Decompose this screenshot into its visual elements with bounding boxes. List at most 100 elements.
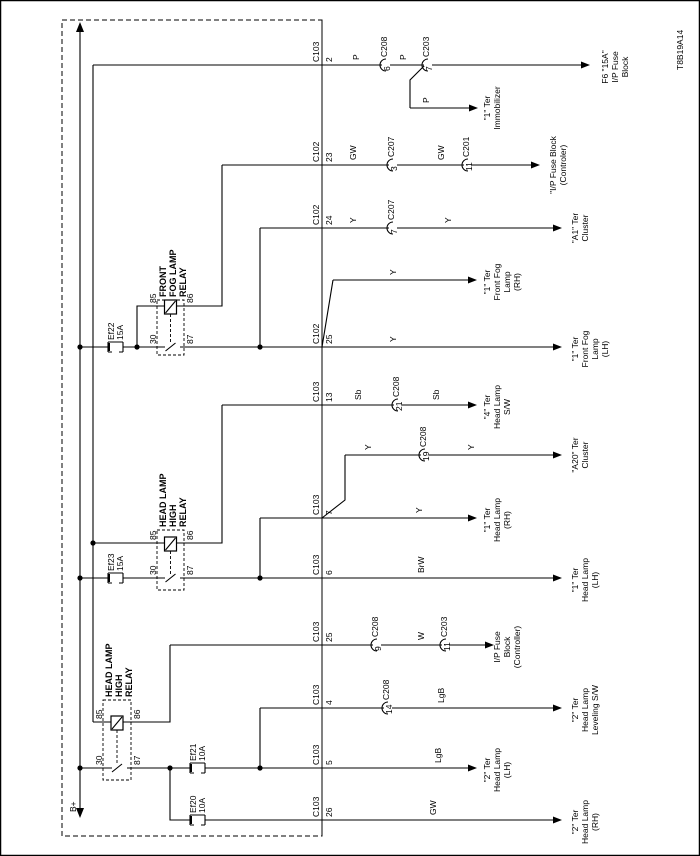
wire-color-label: Sb: [431, 389, 441, 400]
wire: [123, 645, 171, 723]
destination-label: Lamp: [502, 271, 512, 293]
splice-pin-label: 11: [464, 162, 474, 171]
arrow-icon: [553, 574, 562, 582]
wire-color-label: P: [398, 54, 408, 60]
fuse-icon: [108, 574, 110, 582]
wire-color-label: Sb: [353, 389, 363, 400]
splice-connector-icon: [418, 448, 426, 462]
destination-label: Block: [502, 636, 512, 658]
wire-color-label: P: [351, 54, 361, 60]
destination-label: "A1" Ter: [570, 213, 580, 244]
connector-label: C103: [311, 41, 321, 62]
destination-label: "1" Ter: [570, 567, 580, 592]
destination-label: Head Lamp: [492, 748, 502, 792]
relay-pin-87: 87: [185, 334, 195, 344]
connector-label: C103: [311, 381, 321, 402]
relay-switch-icon: [111, 763, 123, 773]
arrow-down-icon: [76, 808, 84, 818]
splice-gap: [389, 227, 397, 229]
destination-label: Head Lamp: [580, 558, 590, 602]
splice-gap: [424, 64, 432, 66]
destination-label: Cluster: [580, 441, 590, 468]
destination-label: "2" Ter: [482, 757, 492, 782]
wire-color-label: Y: [443, 217, 453, 223]
relay-switch-icon: [165, 342, 176, 352]
connector-label: C103: [311, 554, 321, 575]
wire-color-label: GW: [428, 800, 438, 815]
splice-pin-label: 19: [421, 451, 431, 461]
destination-label: Head Lamp: [492, 385, 502, 429]
relay-pin-30: 30: [94, 755, 104, 765]
relay-name: HEAD LAMP: [104, 644, 114, 698]
relay-name: FRONT: [158, 266, 168, 297]
splice-connector-icon: [461, 158, 469, 172]
splice-pin-label: 7: [424, 66, 434, 71]
wire: [169, 768, 190, 821]
relay-housing: [156, 529, 185, 591]
wire-color-label: LgB: [436, 688, 446, 703]
arrow-icon: [468, 764, 477, 772]
wire: [176, 165, 223, 307]
splice-connector-icon: [386, 158, 394, 172]
splice-connector-icon: [391, 398, 399, 412]
wire-color-label: P: [421, 97, 431, 103]
destination-label: Head Lamp: [580, 688, 590, 732]
destination-label: "2" Ter: [570, 697, 580, 722]
splice-connector-icon: [370, 638, 378, 652]
destination-label: "1" Ter: [570, 336, 580, 361]
arrow-icon: [531, 161, 540, 169]
relay-pin-85: 85: [148, 530, 158, 540]
destination-label: "1" Ter: [482, 269, 492, 294]
splice-pin-label: 21: [394, 401, 404, 411]
connector-pin: 6: [324, 570, 334, 575]
fuse-icon: [190, 764, 192, 772]
destination-label: "1" Ter: [482, 507, 492, 532]
destination-label: (LH): [600, 341, 610, 358]
splice-pin-label: 9: [373, 646, 383, 651]
destination-label: S/W: [502, 399, 512, 415]
connector-label: C102: [311, 141, 321, 162]
splice-gap: [382, 64, 390, 66]
arrow-icon: [553, 224, 562, 232]
splice-connector-label: C203: [439, 616, 449, 637]
wire-color-label: Y: [388, 269, 398, 275]
destination-label: (RH): [502, 511, 512, 529]
arrow-icon: [485, 641, 494, 649]
destination-label: Leveling S/W: [590, 685, 600, 735]
connector-pin: 4: [324, 700, 334, 705]
wire: [176, 405, 223, 544]
relay-housing: [156, 299, 185, 356]
relay-pin-30: 30: [148, 565, 158, 575]
junction-dot: [77, 344, 83, 350]
relay-pin-85: 85: [94, 709, 104, 719]
connector-label: C102: [311, 323, 321, 344]
connector-pin: 2: [324, 57, 334, 62]
relay-pin-87: 87: [185, 565, 195, 575]
splice-connector-icon: [381, 701, 389, 715]
relay-pin-30: 30: [148, 334, 158, 344]
splice-pin-label: 6: [382, 66, 392, 71]
destination-label: (RH): [590, 813, 600, 831]
fuse-rating: 10A: [197, 798, 207, 813]
splice-pin-label: 11: [442, 642, 452, 651]
relay-coil-icon: [165, 300, 176, 314]
fuse-icon: [107, 572, 124, 584]
relay-coil-icon: [165, 537, 176, 551]
fuse-name: Ef20: [188, 795, 198, 813]
relay-housing: [102, 699, 132, 781]
splice-gap: [394, 404, 402, 406]
relay-pin-86: 86: [185, 293, 195, 303]
destination-label: Front Fog: [580, 330, 590, 367]
fuse-icon: [190, 816, 192, 824]
splice-gap: [464, 164, 472, 166]
b-plus-label: B+: [68, 801, 78, 812]
junction-dot: [134, 344, 140, 350]
splice-connector-icon: [379, 58, 387, 72]
splice-gap: [384, 707, 392, 709]
arrow-icon: [468, 401, 477, 409]
splice-gap: [389, 164, 397, 166]
relay-pin-87: 87: [132, 755, 142, 765]
fuse-name: Ef22: [106, 322, 116, 340]
fuse-icon: [189, 814, 206, 826]
wire-color-label: GW: [436, 145, 446, 160]
